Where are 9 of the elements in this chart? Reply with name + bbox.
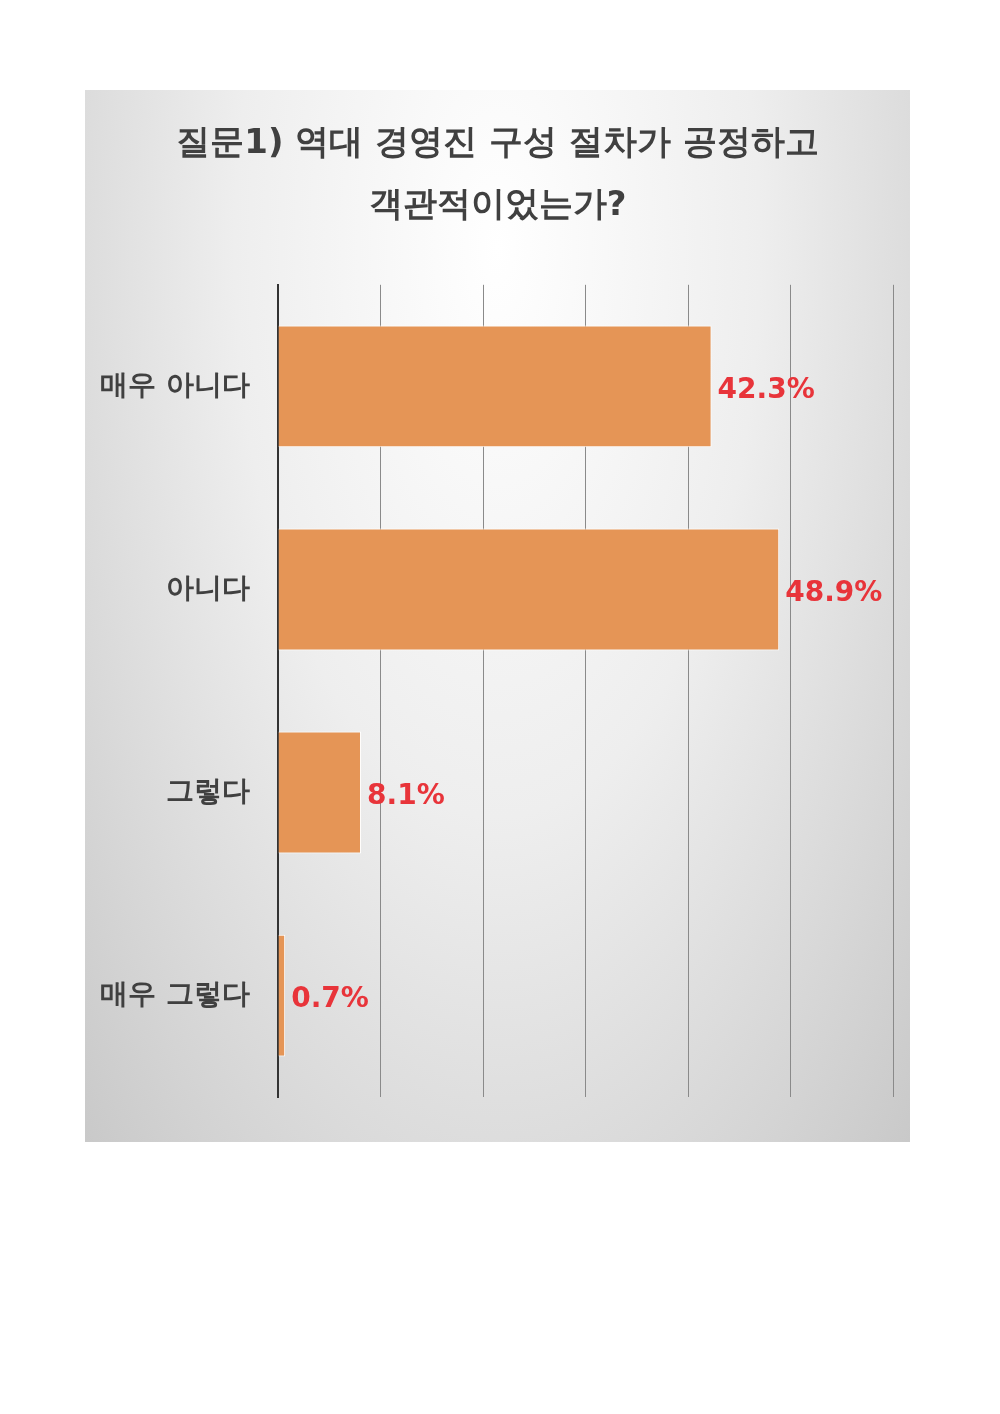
data-label: 0.7% xyxy=(291,980,369,1014)
y-tick-label: 매우 아니다 xyxy=(100,367,250,401)
data-label: 42.3% xyxy=(717,371,815,405)
y-tick-label: 그렇다 xyxy=(166,773,250,807)
data-label: 48.9% xyxy=(785,574,883,608)
chart-title: 질문1) 역대 경영진 구성 절차가 공정하고 객관적이었는가? xyxy=(175,120,820,225)
y-tick-label: 매우 그렇다 xyxy=(100,976,250,1010)
y-tick-label: 아니다 xyxy=(166,570,250,604)
data-label: 8.1% xyxy=(367,777,445,811)
